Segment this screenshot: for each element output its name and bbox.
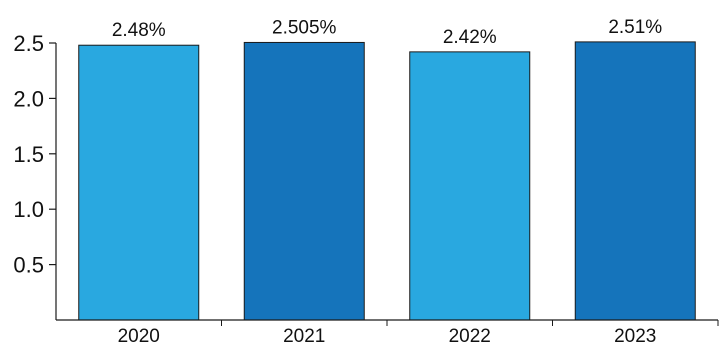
data-label-2021: 2.505% — [272, 17, 337, 38]
x-tick-label-2022: 2022 — [449, 326, 491, 347]
y-tick-label: 1.5 — [13, 142, 44, 167]
y-tick-label: 1.0 — [13, 197, 44, 222]
x-tick-label-2023: 2023 — [614, 326, 656, 347]
bars-layer — [78, 41, 696, 321]
data-label-2022: 2.42% — [443, 27, 497, 48]
bar-2023 — [574, 41, 696, 321]
data-label-2023: 2.51% — [608, 17, 662, 38]
x-tick-label-2020: 2020 — [118, 326, 160, 347]
bar-2021 — [243, 41, 365, 321]
labels-layer: 2.48% 2020 2.505% 2021 2.42% 2022 2.51% 2023 0.5… — [13, 17, 662, 347]
data-label-2020: 2.48% — [112, 20, 166, 41]
axes-layer — [49, 42, 719, 326]
y-tick-label: 0.5 — [13, 253, 44, 278]
bar-2022 — [409, 51, 531, 321]
bar-2020 — [78, 44, 200, 321]
x-tick-label-2021: 2021 — [283, 326, 325, 347]
y-tick-label: 2.0 — [13, 86, 44, 111]
y-tick-label: 2.5 — [13, 31, 44, 56]
